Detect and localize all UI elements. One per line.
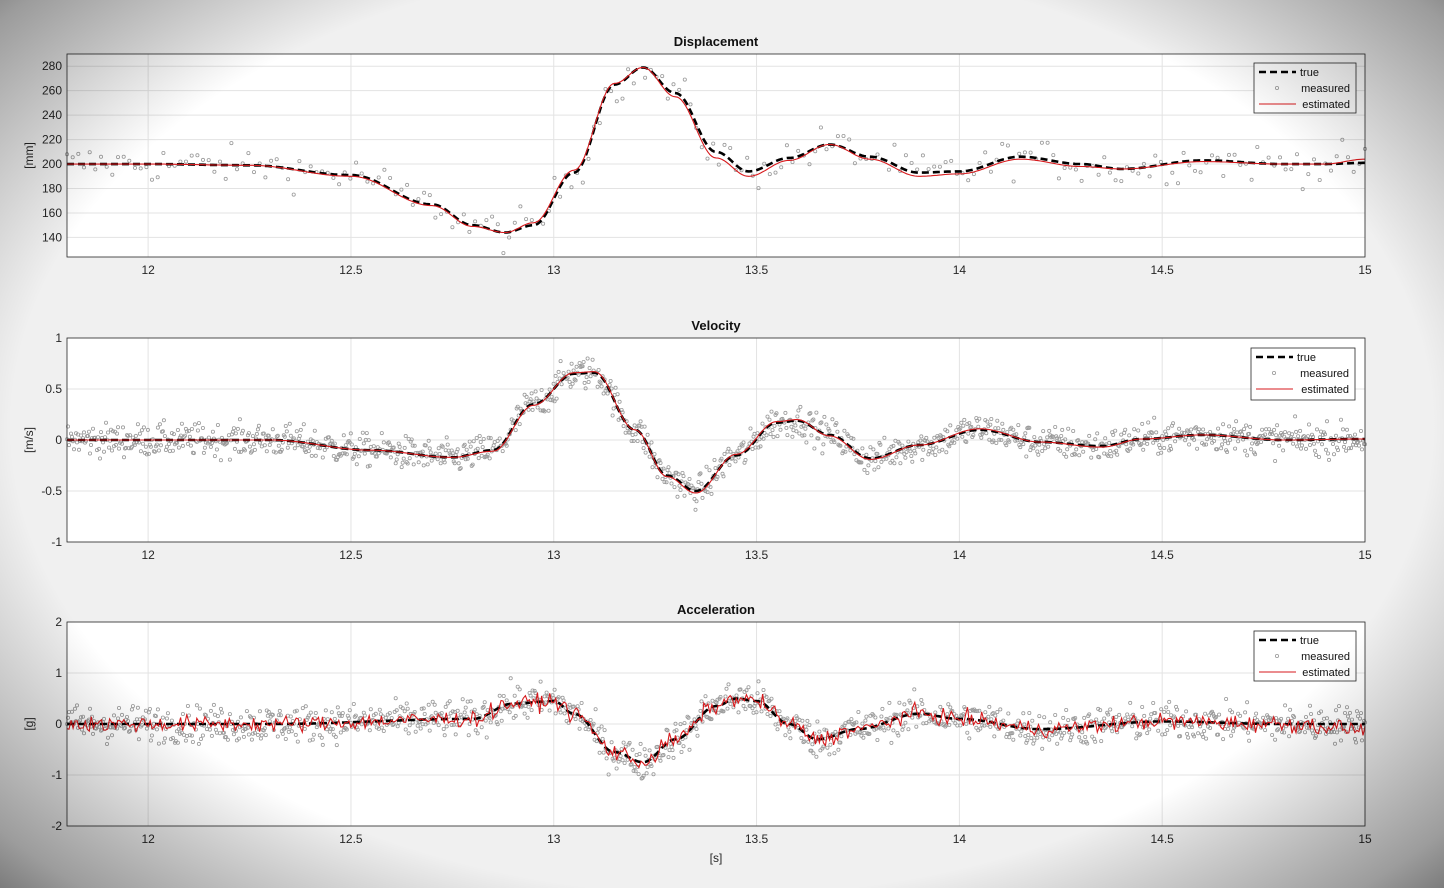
legend: true measured estimated [1253,62,1357,114]
x-tick-label: 12 [141,548,155,562]
y-tick-label: -2 [51,819,62,833]
subplot-title: Displacement [674,34,759,49]
x-tick-label: 14.5 [1151,832,1175,846]
y-tick-label: 2 [55,615,62,629]
legend-estimated-label: estimated [1301,384,1349,396]
y-tick-label: -1 [51,535,62,549]
legend-true-label: true [1300,67,1319,79]
x-tick-label: 13 [547,548,561,562]
x-tick-label: 13.5 [745,832,769,846]
x-tick-label: 12 [141,832,155,846]
y-tick-label: 0 [55,717,62,731]
x-tick-label: 14.5 [1151,548,1175,562]
y-axis-label: [mm] [22,142,36,169]
x-tick-label: 13 [547,832,561,846]
x-tick-label: 13.5 [745,548,769,562]
x-tick-label: 14 [953,263,967,277]
x-tick-label: 15 [1358,548,1372,562]
y-tick-label: 1 [55,666,62,680]
y-axis-label: [g] [22,717,36,730]
legend: true measured estimated [1253,630,1357,682]
x-tick-label: 13.5 [745,263,769,277]
x-tick-label: 12.5 [339,832,363,846]
figure-xlabel: [s] [710,851,723,865]
y-tick-label: 260 [42,84,62,98]
subplot-displacement: 12 12.5 13 13.5 14 14.5 15 140 160 180 200 220 240 26… [22,34,1372,277]
legend-measured-label: measured [1301,651,1350,663]
subplot-velocity: 12 12.5 13 13.5 14 14.5 15 -1 -0.5 0 0.5 1 Velocity [… [22,318,1372,562]
y-tick-label: 200 [42,157,62,171]
legend-true-label: true [1297,352,1316,364]
y-axis-label: [m/s] [22,427,36,453]
plot-area [67,54,1365,257]
x-tick-label: 15 [1358,263,1372,277]
x-tick-label: 15 [1358,832,1372,846]
legend-estimated-label: estimated [1302,99,1350,111]
legend: true measured estimated [1250,347,1356,401]
x-tick-label: 12 [141,263,155,277]
x-tick-label: 12.5 [339,548,363,562]
x-tick-label: 14 [953,548,967,562]
subplot-title: Velocity [691,318,741,333]
x-tick-label: 12.5 [339,263,363,277]
subplot-acceleration: 12 12.5 13 13.5 14 14.5 15-2-1012Acceleration[… [22,602,1372,846]
x-tick-label: 13 [547,263,561,277]
y-tick-label: 240 [42,108,62,122]
subplots: 12 12.5 13 13.5 14 14.5 1514016018020022024026… [22,34,1372,846]
y-tick-label: 1 [55,331,62,345]
subplot-title: Acceleration [677,602,755,617]
legend-true-label: true [1300,635,1319,647]
y-tick-label: 280 [42,59,62,73]
y-tick-label: 140 [42,230,62,244]
legend-estimated-label: estimated [1302,667,1350,679]
legend-measured-label: measured [1300,368,1349,380]
y-tick-label: 180 [42,182,62,196]
legend-measured-label: measured [1301,83,1350,95]
y-tick-label: -0.5 [41,484,62,498]
y-tick-label: -1 [51,768,62,782]
y-tick-label: 220 [42,133,62,147]
y-tick-label: 0.5 [45,382,62,396]
x-tick-label: 14.5 [1151,263,1175,277]
y-tick-label: 0 [55,433,62,447]
x-tick-label: 14 [953,832,967,846]
y-tick-label: 160 [42,206,62,220]
